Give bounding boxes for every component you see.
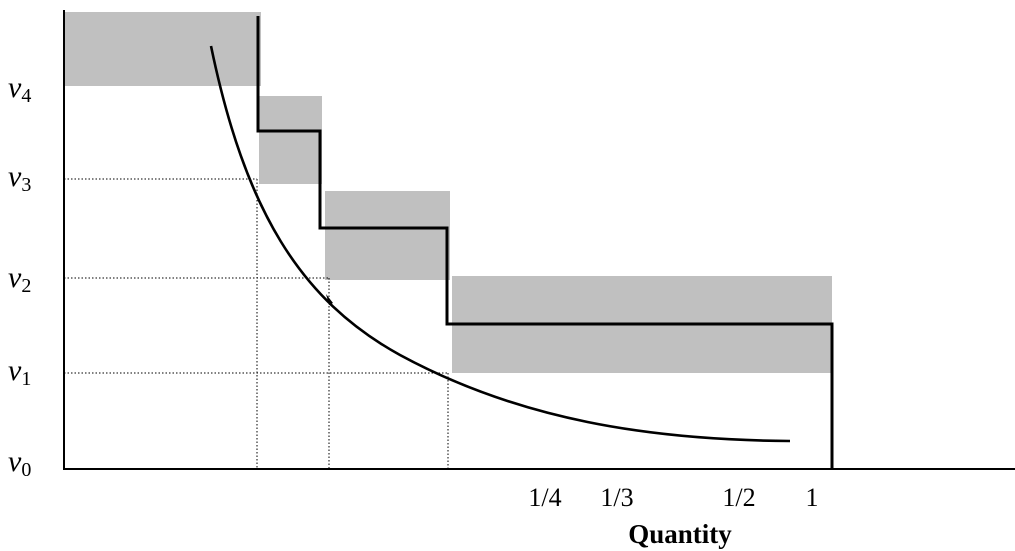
curve-arrow-mark [326,294,333,305]
y-label-v2: v2 [8,261,31,297]
y-label-v0: v0 [8,445,31,481]
smooth-demand-curve [209,45,791,443]
x-label-one: 1 [806,483,819,512]
y-axis-labels: v4 v3 v2 v1 v0 [8,71,31,481]
y-label-v3: v3 [8,160,31,196]
x-axis-title: Quantity [628,519,732,549]
x-label-quarter: 1/4 [528,483,561,512]
axes [63,10,1015,470]
y-label-v1: v1 [8,354,31,390]
step-demand-line [256,16,834,469]
x-axis-labels: 1/4 1/3 1/2 1 [528,483,818,512]
x-label-third: 1/3 [600,483,633,512]
band-v4 [64,12,261,86]
y-label-v4: v4 [8,71,31,107]
band-v2 [325,191,450,280]
dotted-guides [64,178,449,468]
x-label-half: 1/2 [722,483,755,512]
band-v3 [259,96,322,184]
